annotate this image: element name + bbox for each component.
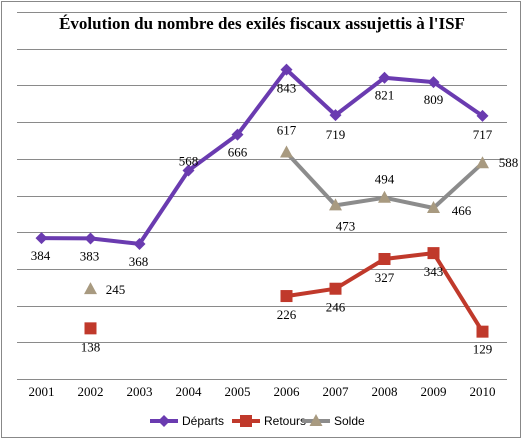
chart-title: Évolution du nombre des exilés fiscaux a… <box>59 14 465 33</box>
point-departs-2004 <box>182 164 195 177</box>
data-label-solde-2008: 494 <box>375 172 395 187</box>
data-labels: 384 383 368 568 666 843 719 821 809 717 138 226 246 3… <box>31 81 519 357</box>
data-label-departs-2010: 717 <box>473 127 493 142</box>
point-retours-2002 <box>84 322 97 335</box>
series-line-departs-0 <box>41 67 484 246</box>
x-tick-label-2005: 2005 <box>225 384 251 399</box>
x-tick-label-2007: 2007 <box>323 384 350 399</box>
x-tick-label-2009: 2009 <box>421 384 447 399</box>
point-solde-2007 <box>329 198 342 211</box>
data-label-retours-2006: 226 <box>277 307 297 322</box>
point-retours-2008 <box>378 252 391 265</box>
legend-label-retours: Retours <box>264 414 306 428</box>
point-departs-2002 <box>84 232 97 245</box>
data-label-solde-2002: 245 <box>106 282 126 297</box>
data-label-retours-2010: 129 <box>473 342 493 357</box>
gridlines <box>17 12 507 380</box>
point-departs-2005 <box>231 128 244 141</box>
x-tick-label-2004: 2004 <box>176 384 203 399</box>
data-label-retours-2007: 246 <box>326 300 346 315</box>
point-solde-2009 <box>427 200 440 213</box>
point-solde-2010 <box>476 156 489 169</box>
series-layer <box>35 63 489 338</box>
data-label-departs-2002: 383 <box>80 248 100 263</box>
x-axis: 2001 2002 2003 2004 2005 2006 2007 2008 2009 2010 <box>29 384 496 399</box>
legend: Départs Retours Solde <box>150 414 365 428</box>
data-label-solde-2007: 473 <box>336 218 356 233</box>
point-solde-2008 <box>378 190 391 203</box>
data-label-departs-2006: 843 <box>277 81 297 96</box>
legend-marker-retours <box>240 415 252 427</box>
legend-label-departs: Départs <box>182 414 224 428</box>
legend-label-solde: Solde <box>334 414 365 428</box>
data-label-retours-2008: 327 <box>375 270 395 285</box>
x-tick-label-2003: 2003 <box>127 384 153 399</box>
legend-marker-departs <box>158 415 170 427</box>
data-label-retours-2002: 138 <box>81 339 101 354</box>
data-label-departs-2009: 809 <box>424 92 444 107</box>
data-label-departs-2005: 666 <box>228 145 248 160</box>
legend-marker-solde <box>309 414 323 426</box>
x-tick-label-2006: 2006 <box>274 384 301 399</box>
point-departs-2003 <box>133 237 146 250</box>
data-label-solde-2006: 617 <box>277 123 297 138</box>
x-tick-label-2008: 2008 <box>372 384 398 399</box>
x-tick-label-2001: 2001 <box>29 384 55 399</box>
point-retours-2007 <box>329 282 342 295</box>
data-label-departs-2003: 368 <box>129 254 149 269</box>
data-label-retours-2009: 343 <box>424 264 444 279</box>
point-departs-2006 <box>280 63 293 76</box>
x-tick-label-2002: 2002 <box>78 384 104 399</box>
point-retours-2006 <box>280 290 293 303</box>
data-label-solde-2009: 466 <box>452 203 472 218</box>
point-retours-2010 <box>476 325 489 338</box>
point-departs-2001 <box>35 232 48 245</box>
point-solde-2002 <box>84 282 97 295</box>
point-solde-2006 <box>280 145 293 158</box>
point-departs-2007 <box>329 109 342 122</box>
point-departs-2009 <box>427 76 440 89</box>
data-label-solde-2010: 588 <box>499 155 519 170</box>
data-label-departs-2007: 719 <box>326 127 346 142</box>
point-departs-2008 <box>378 71 391 84</box>
data-label-departs-2008: 821 <box>375 88 395 103</box>
point-departs-2010 <box>476 109 489 122</box>
data-label-departs-2001: 384 <box>31 248 51 263</box>
point-retours-2009 <box>427 247 440 260</box>
data-label-departs-2004: 568 <box>179 154 199 169</box>
x-tick-label-2010: 2010 <box>470 384 496 399</box>
